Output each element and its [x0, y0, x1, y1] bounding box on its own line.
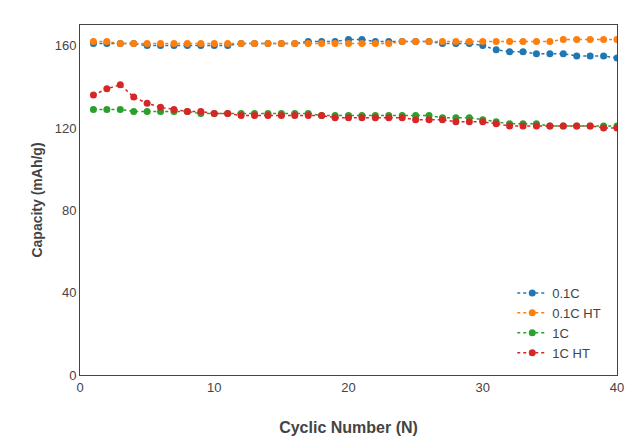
svg-text:0.1C: 0.1C: [552, 286, 579, 301]
svg-text:0.1C HT: 0.1C HT: [552, 306, 600, 321]
svg-text:1C HT: 1C HT: [552, 346, 590, 361]
svg-text:30: 30: [476, 380, 490, 395]
svg-text:0: 0: [76, 380, 83, 395]
svg-text:Cyclic Number (N): Cyclic Number (N): [279, 419, 418, 436]
svg-text:160: 160: [55, 38, 77, 53]
svg-text:40: 40: [610, 380, 624, 395]
svg-text:1C: 1C: [552, 326, 569, 341]
svg-text:80: 80: [62, 203, 76, 218]
svg-text:0: 0: [69, 368, 76, 383]
svg-text:10: 10: [207, 380, 221, 395]
svg-text:20: 20: [341, 380, 355, 395]
svg-text:40: 40: [62, 285, 76, 300]
svg-text:Capacity (mAh/g): Capacity (mAh/g): [29, 142, 45, 257]
svg-text:120: 120: [55, 120, 77, 135]
